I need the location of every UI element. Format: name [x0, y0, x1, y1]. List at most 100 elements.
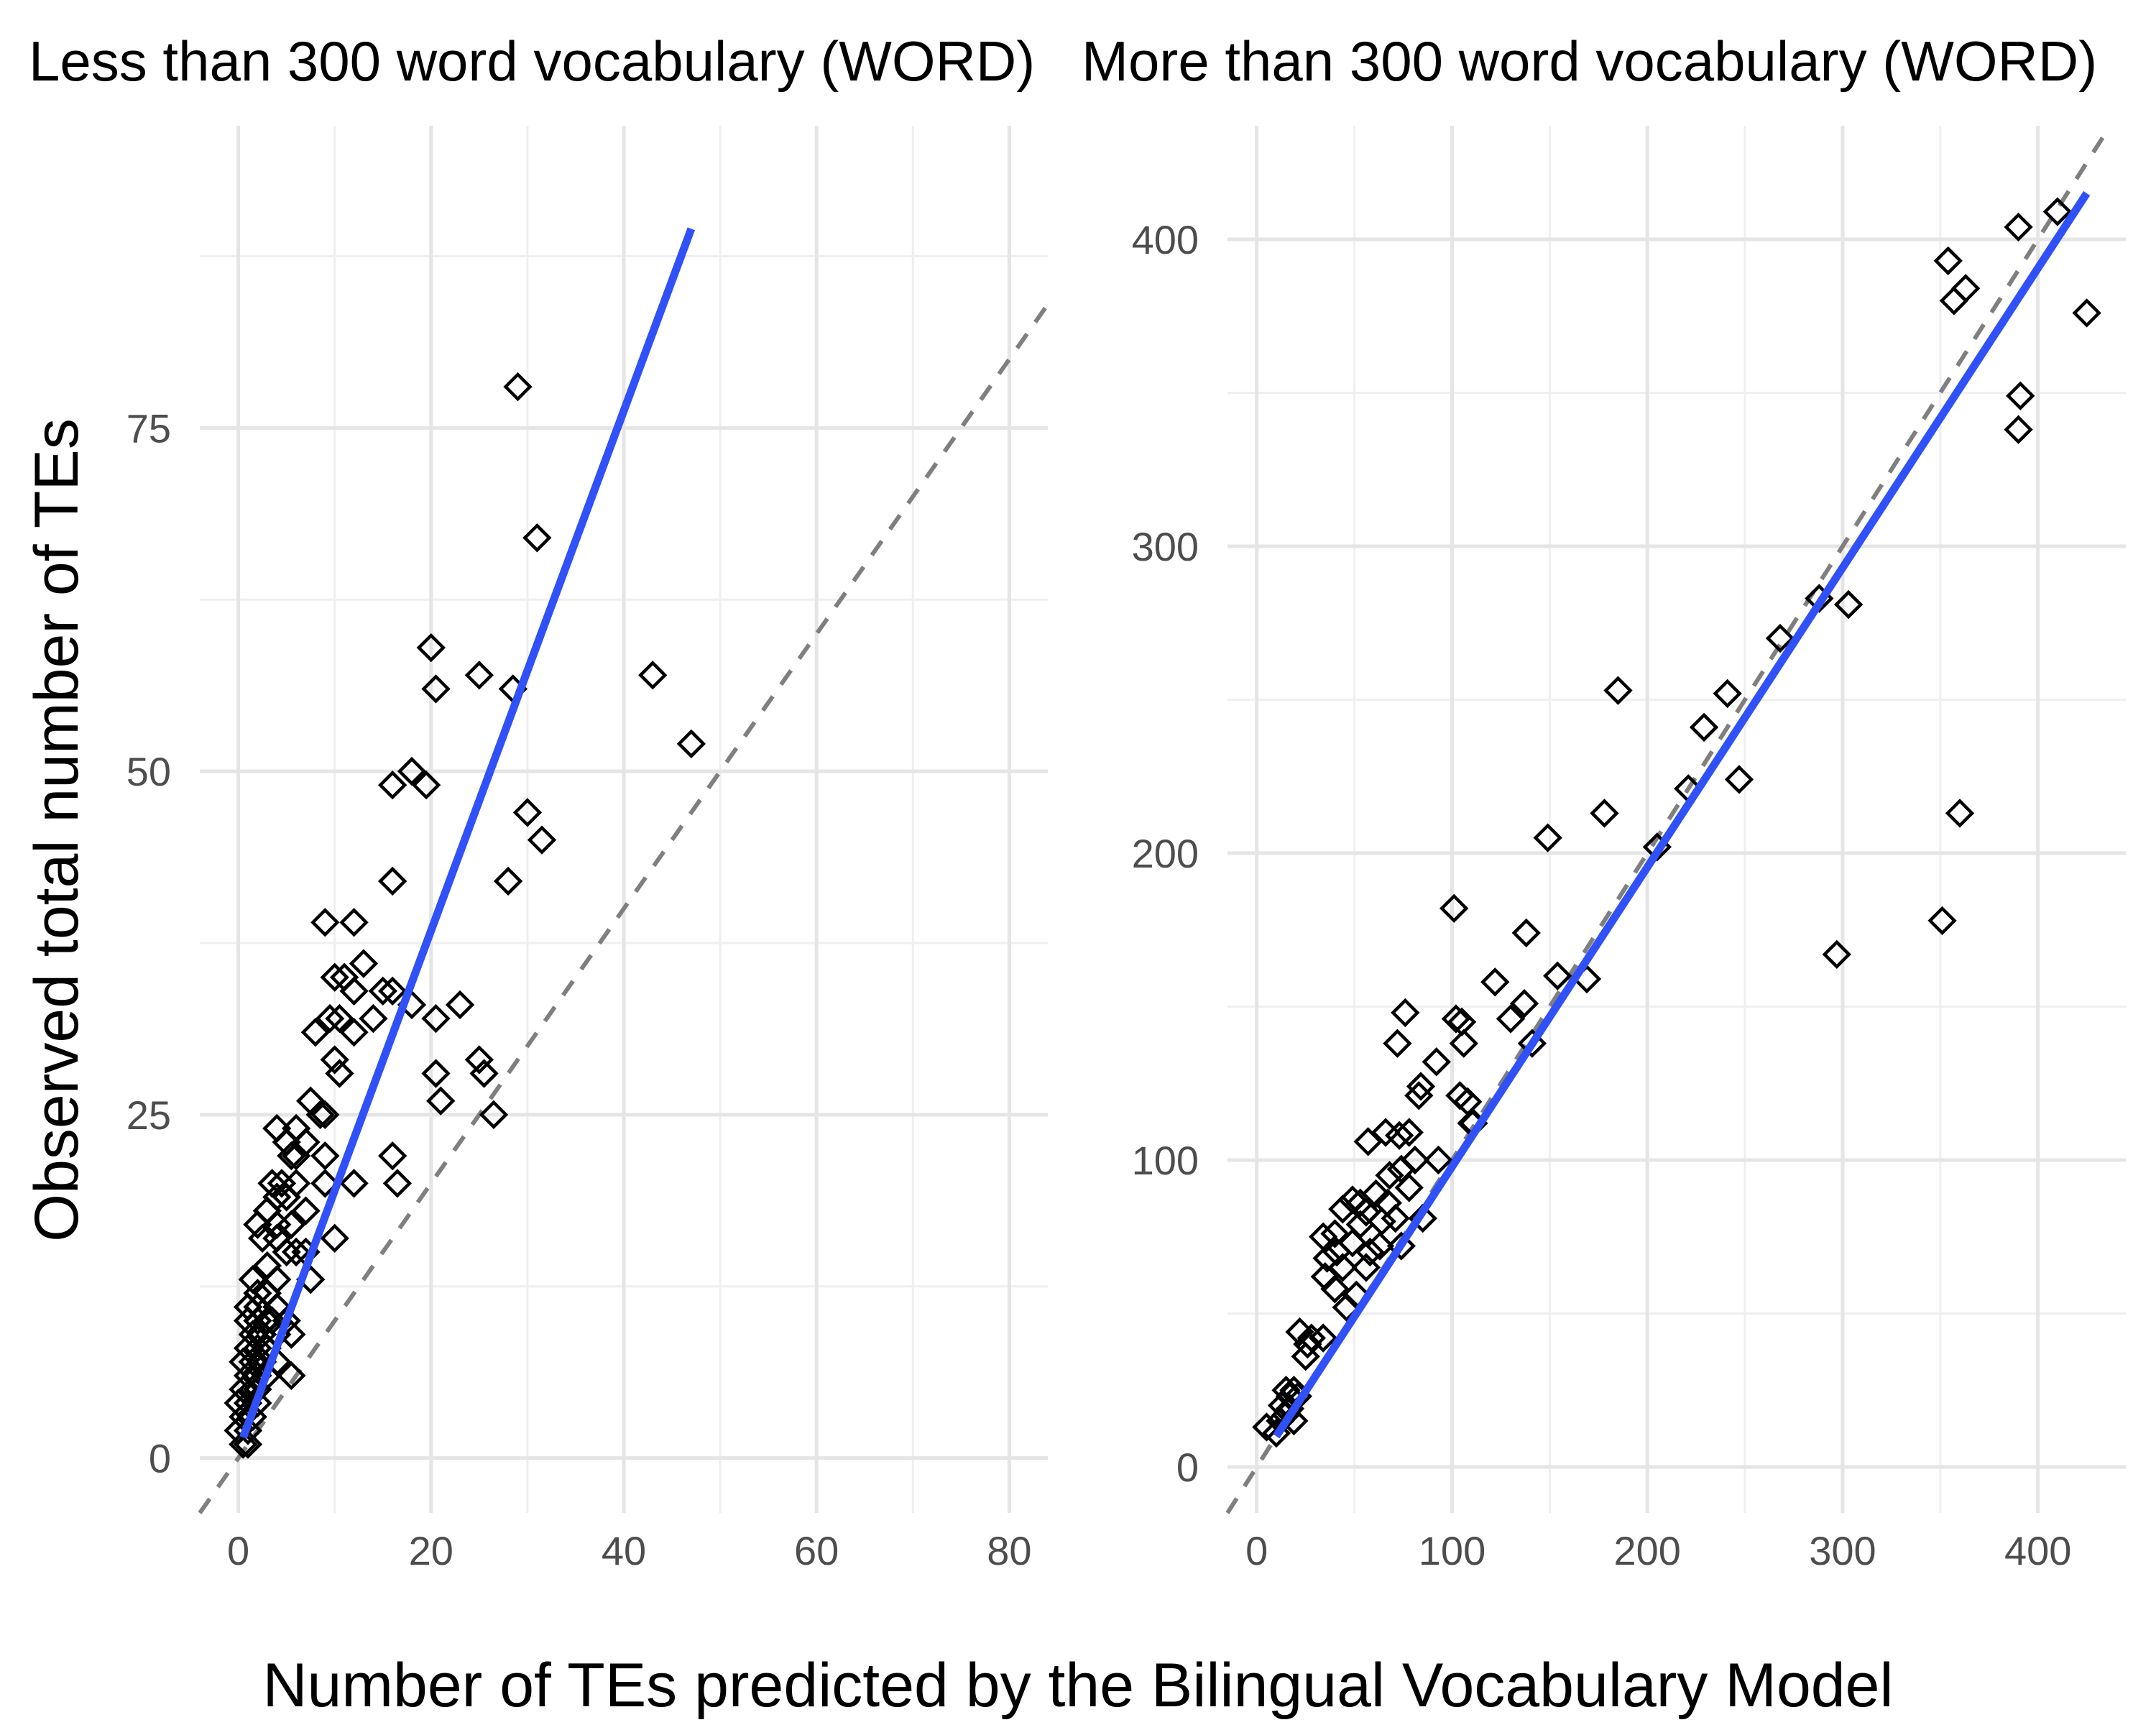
data-point	[1361, 1179, 1391, 1209]
panel-2-y-tick-labels: 0 100 200 300 400	[1132, 217, 1199, 1490]
data-point	[426, 1086, 456, 1116]
data-point	[320, 962, 349, 992]
data-point	[469, 1059, 499, 1088]
data-point	[1375, 1161, 1404, 1190]
data-point	[1590, 799, 1619, 828]
x-tick-label: 20	[409, 1528, 453, 1573]
data-point	[1509, 989, 1539, 1018]
data-point	[1833, 589, 1864, 620]
panel-2-title: More than 300 word vocabulary (WORD)	[1082, 29, 2097, 93]
data-point	[243, 1333, 272, 1363]
y-tick-label: 75	[126, 405, 171, 451]
reference-line	[198, 303, 1050, 1514]
data-point	[1386, 1231, 1416, 1261]
data-point	[1308, 1323, 1338, 1353]
data-point	[1939, 286, 1969, 316]
data-point	[315, 1003, 345, 1034]
y-tick-label: 100	[1132, 1138, 1199, 1183]
data-point	[1312, 1243, 1342, 1273]
data-point	[229, 1430, 258, 1459]
data-point	[421, 1003, 451, 1034]
data-point	[378, 976, 407, 1006]
data-point	[2006, 381, 2035, 410]
data-point	[1945, 799, 1975, 828]
data-point	[262, 1264, 292, 1294]
data-point	[464, 661, 494, 690]
data-point	[233, 1416, 263, 1445]
x-tick-label: 60	[794, 1528, 839, 1573]
data-point	[445, 990, 475, 1020]
data-point	[638, 661, 668, 690]
panel-2-reference-line	[1225, 124, 2112, 1514]
data-point	[229, 1347, 258, 1376]
data-point	[238, 1320, 267, 1349]
fit-line	[1273, 190, 2091, 1439]
data-point	[243, 1388, 272, 1418]
data-point	[1345, 1188, 1375, 1218]
data-point	[325, 1059, 354, 1088]
x-tick-label: 0	[1245, 1528, 1268, 1573]
data-point	[1533, 823, 1562, 852]
x-tick-label: 80	[987, 1528, 1031, 1573]
x-tick-label: 400	[2004, 1528, 2071, 1573]
data-point	[281, 1237, 311, 1267]
data-point	[1517, 1029, 1547, 1058]
data-point	[300, 1018, 331, 1047]
data-point	[339, 1018, 369, 1047]
data-point	[503, 372, 533, 402]
data-point	[277, 1141, 306, 1171]
data-point	[378, 1141, 407, 1171]
data-point	[329, 962, 359, 992]
data-point	[1822, 939, 1852, 970]
panel-1-y-tick-labels: 0 25 50 75	[126, 405, 171, 1481]
y-axis-title: Observed total number of TEs	[22, 418, 91, 1242]
data-point	[1400, 1145, 1430, 1175]
panel-2-grid	[1227, 126, 2126, 1513]
x-tick-label: 300	[1809, 1528, 1876, 1573]
y-tick-label: 25	[126, 1092, 171, 1138]
data-point	[233, 1333, 263, 1363]
data-point	[378, 866, 407, 896]
data-point	[1933, 246, 1963, 276]
data-point	[1328, 1195, 1358, 1224]
data-point	[1713, 678, 1742, 709]
data-point	[1543, 961, 1572, 990]
y-tick-label: 200	[1132, 831, 1199, 876]
data-point	[1603, 676, 1633, 705]
x-axis-title: Number of TEs predicted by the Bilingual…	[262, 1651, 1893, 1720]
data-point	[512, 798, 543, 827]
data-point	[2004, 415, 2033, 444]
panel-2-fit-line	[1273, 190, 2091, 1439]
data-point	[233, 1306, 263, 1335]
data-point	[1293, 1329, 1322, 1359]
data-point	[320, 1223, 349, 1254]
data-point	[1406, 1072, 1436, 1101]
data-point	[464, 1045, 494, 1075]
data-point	[416, 632, 446, 663]
data-point	[277, 1361, 306, 1391]
data-point	[349, 949, 379, 978]
data-point	[1394, 1118, 1424, 1147]
panel-more-than-300: 0 100 200 300 400 0 100 200 300 400 More than 30…	[1082, 29, 2126, 1573]
data-point	[1689, 712, 1719, 742]
data-point	[397, 756, 427, 786]
panel-1-title: Less than 300 word vocabulary (WORD)	[29, 29, 1035, 93]
y-tick-label: 0	[149, 1436, 171, 1481]
data-point	[1310, 1262, 1340, 1292]
data-point	[243, 1210, 272, 1239]
data-point	[2042, 197, 2073, 226]
data-point	[359, 1003, 388, 1034]
data-point	[493, 866, 523, 896]
y-tick-label: 50	[126, 749, 171, 794]
panel-1-fit-line	[239, 227, 696, 1439]
y-tick-label: 0	[1176, 1445, 1199, 1490]
data-point	[1480, 967, 1510, 997]
data-point	[1320, 1274, 1350, 1304]
data-point	[1383, 1029, 1412, 1058]
data-point	[1355, 1237, 1385, 1267]
x-tick-label: 100	[1419, 1528, 1485, 1573]
data-point	[411, 770, 441, 800]
data-point	[1496, 1004, 1526, 1034]
data-point	[1353, 1127, 1383, 1156]
panel-less-than-300: 0 20 40 60 80 0 25 50 75 Less than 300 word voc…	[29, 29, 1050, 1573]
